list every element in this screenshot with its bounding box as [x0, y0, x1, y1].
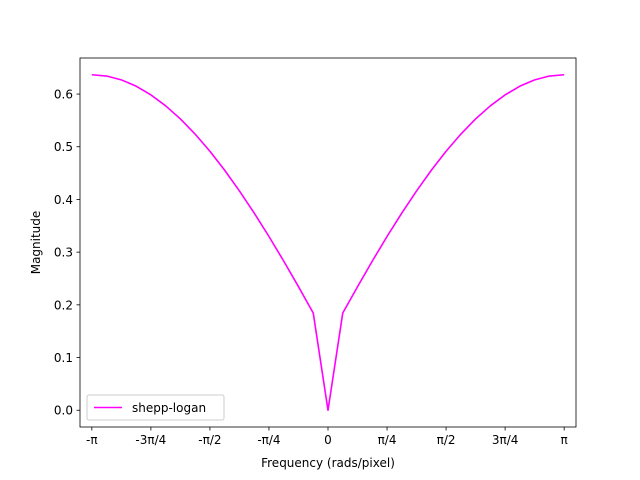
y-tick-label: 0.4: [54, 193, 73, 207]
x-tick-label: π/2: [437, 433, 456, 447]
x-tick-label: 0: [324, 433, 332, 447]
x-tick-label: π/4: [378, 433, 397, 447]
x-tick-label: -π: [86, 433, 98, 447]
y-axis-label: Magnitude: [29, 211, 43, 275]
y-tick-label: 0.0: [54, 404, 73, 418]
plot-frame: [79, 57, 577, 428]
y-tick-label: 0.5: [54, 140, 73, 154]
x-tick-label: 3π/4: [492, 433, 519, 447]
legend: shepp-logan: [86, 394, 225, 421]
x-tick-label: -π/2: [198, 433, 221, 447]
y-tick-label: 0.1: [54, 351, 73, 365]
x-tick-label: -3π/4: [135, 433, 166, 447]
x-axis-label: Frequency (rads/pixel): [261, 456, 395, 470]
x-tick-label: π: [561, 433, 568, 447]
legend-label-shepp-logan: shepp-logan: [132, 401, 206, 415]
series-line-shepp-logan: [91, 73, 565, 412]
y-tick-label: 0.6: [54, 88, 73, 102]
y-tick-label: 0.2: [54, 298, 73, 312]
y-tick-label: 0.3: [54, 246, 73, 260]
legend-box: [86, 394, 225, 421]
x-tick-label: -π/4: [257, 433, 280, 447]
